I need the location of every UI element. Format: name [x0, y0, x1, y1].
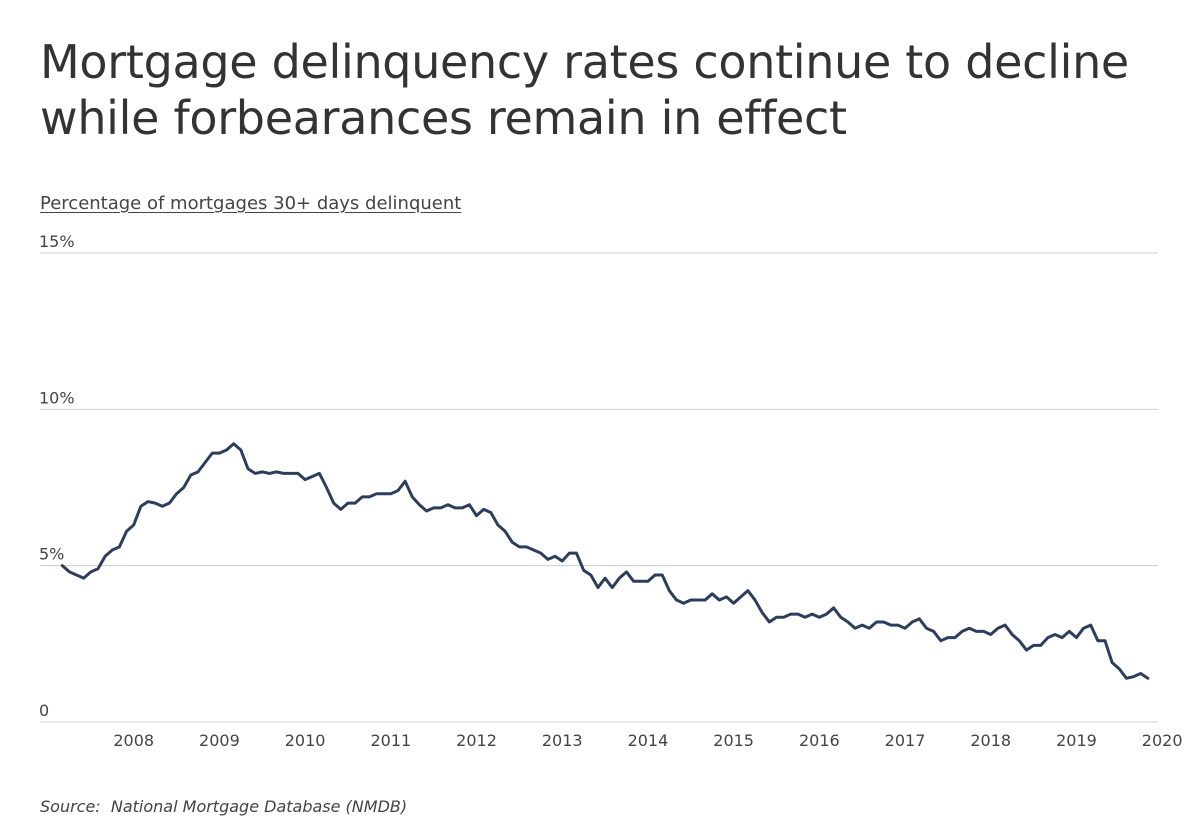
x-tick-label: 2020	[1142, 731, 1183, 750]
grid-lines	[40, 252, 1158, 723]
x-tick-label: 2016	[799, 731, 840, 750]
y-tick-label: 5%	[39, 545, 64, 564]
x-tick-label: 2019	[1056, 731, 1097, 750]
y-tick-label: 15%	[39, 232, 75, 251]
x-tick-label: 2018	[970, 731, 1011, 750]
x-tick-label: 2011	[370, 731, 411, 750]
x-tick-label: 2014	[628, 731, 669, 750]
x-tick-label: 2017	[885, 731, 926, 750]
series-layer	[60, 442, 1150, 680]
chart-title: Mortgage delinquency rates continue to d…	[40, 35, 1129, 145]
source-text: National Mortgage Database (NMDB)	[110, 797, 408, 816]
x-tick-label: 2010	[285, 731, 326, 750]
x-tick-label: 2012	[456, 731, 497, 750]
x-tick-label: 2008	[113, 731, 154, 750]
x-tick-label: 2009	[199, 731, 240, 750]
source-label: Source:	[40, 797, 101, 816]
y-axis-label: Percentage of mortgages 30+ days delinqu…	[40, 193, 462, 214]
x-tick-label: 2013	[542, 731, 583, 750]
x-tick-label: 2015	[713, 731, 754, 750]
source-note: Source: National Mortgage Database (NMDB…	[40, 797, 407, 816]
x-axis-ticks: 2008 2009 2010 2011 2012 2013 2014 2015 2016 2017…	[113, 731, 1182, 750]
y-tick-label: 10%	[39, 388, 75, 407]
y-tick-label: 0	[39, 701, 49, 720]
y-axis-ticks: 0 5% 10% 15%	[39, 232, 75, 720]
series-line-0	[60, 442, 1150, 680]
